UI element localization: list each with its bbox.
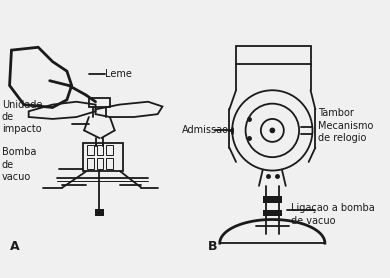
Bar (263, 210, 282, 216)
Text: Ligaçao a bomba
de vacuo: Ligaçao a bomba de vacuo (291, 203, 375, 226)
Bar (236, 46, 310, 63)
Bar (83, 143, 123, 172)
Bar (106, 145, 113, 155)
Bar (87, 145, 94, 155)
Circle shape (269, 128, 275, 133)
Bar (95, 209, 104, 216)
Bar (87, 158, 94, 169)
Text: Tambor
Mecanismo
de relogio: Tambor Mecanismo de relogio (318, 108, 374, 143)
Text: Bomba
de
vacuo: Bomba de vacuo (2, 147, 36, 182)
Text: Unidade
de
impacto: Unidade de impacto (2, 100, 42, 135)
Text: B: B (208, 240, 218, 253)
Bar (106, 158, 113, 169)
Text: Leme: Leme (105, 69, 132, 79)
Text: Admissao: Admissao (182, 125, 229, 135)
Bar (96, 158, 103, 169)
Bar (263, 196, 282, 203)
Bar (89, 98, 110, 108)
Bar (96, 145, 103, 155)
Text: A: A (10, 240, 19, 253)
